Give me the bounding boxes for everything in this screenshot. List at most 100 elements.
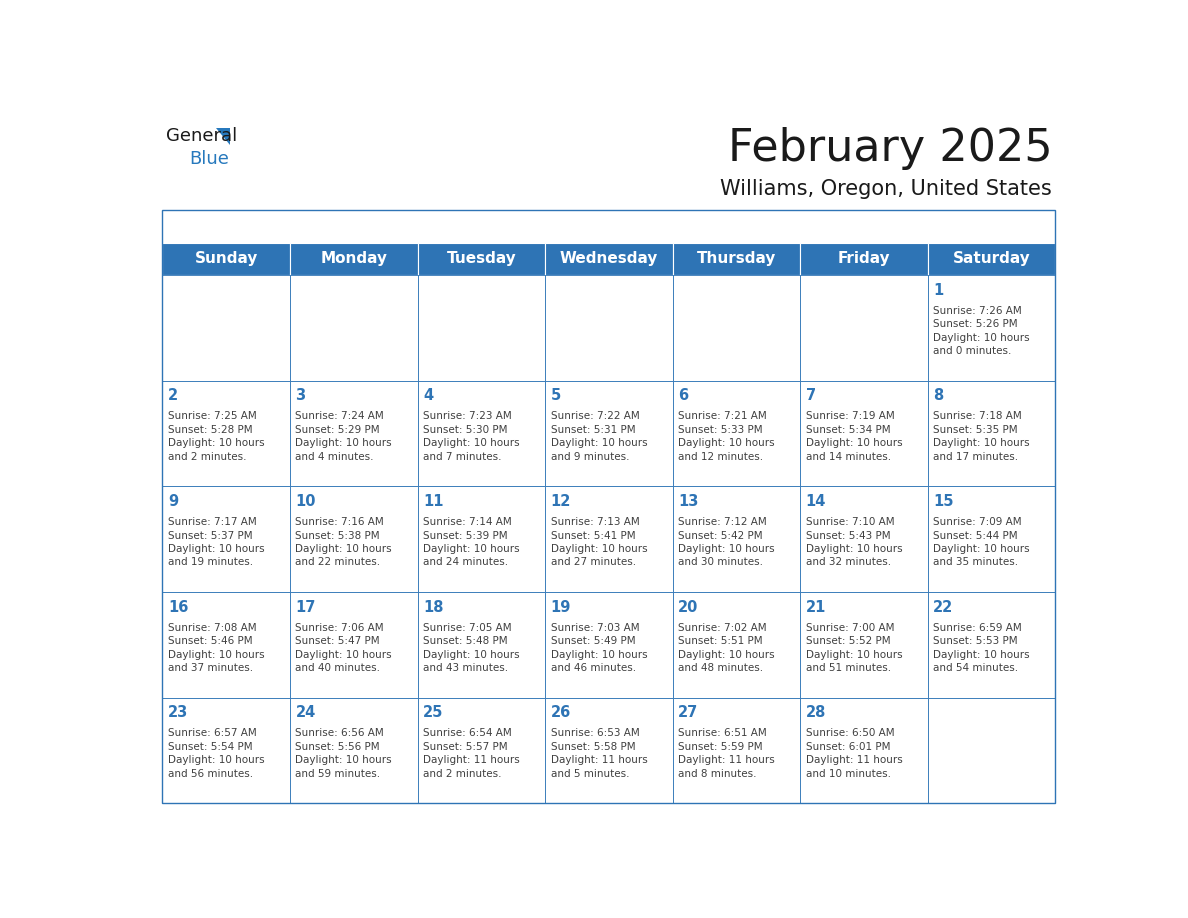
- Text: Daylight: 10 hours: Daylight: 10 hours: [933, 544, 1030, 554]
- Text: 2: 2: [168, 388, 178, 403]
- Text: and 2 minutes.: and 2 minutes.: [168, 452, 246, 462]
- Text: Sunrise: 7:22 AM: Sunrise: 7:22 AM: [550, 411, 639, 421]
- Text: Daylight: 10 hours: Daylight: 10 hours: [678, 438, 775, 448]
- Text: and 51 minutes.: and 51 minutes.: [805, 663, 891, 673]
- Bar: [290, 242, 417, 274]
- Bar: [928, 698, 1055, 803]
- Text: Sunrise: 7:05 AM: Sunrise: 7:05 AM: [423, 622, 512, 633]
- Text: 10: 10: [296, 494, 316, 509]
- Bar: [928, 242, 1055, 274]
- Bar: [545, 698, 672, 803]
- Text: Sunrise: 7:19 AM: Sunrise: 7:19 AM: [805, 411, 895, 421]
- Text: Daylight: 11 hours: Daylight: 11 hours: [423, 756, 519, 766]
- Text: Sunset: 5:47 PM: Sunset: 5:47 PM: [296, 636, 380, 646]
- Text: Sunrise: 7:23 AM: Sunrise: 7:23 AM: [423, 411, 512, 421]
- Text: Daylight: 11 hours: Daylight: 11 hours: [678, 756, 775, 766]
- Text: and 0 minutes.: and 0 minutes.: [933, 346, 1011, 356]
- Text: Friday: Friday: [838, 252, 890, 266]
- Bar: [928, 381, 1055, 487]
- Bar: [672, 698, 801, 803]
- Text: Sunset: 5:56 PM: Sunset: 5:56 PM: [296, 742, 380, 752]
- Text: Williams, Oregon, United States: Williams, Oregon, United States: [720, 179, 1053, 199]
- Text: Sunset: 5:29 PM: Sunset: 5:29 PM: [296, 425, 380, 435]
- Bar: [290, 592, 417, 698]
- Text: and 35 minutes.: and 35 minutes.: [933, 557, 1018, 567]
- Text: Daylight: 10 hours: Daylight: 10 hours: [933, 438, 1030, 448]
- Text: Wednesday: Wednesday: [560, 252, 658, 266]
- Text: 27: 27: [678, 705, 699, 721]
- Text: Blue: Blue: [189, 151, 228, 168]
- Text: Sunset: 5:39 PM: Sunset: 5:39 PM: [423, 531, 507, 541]
- Text: Sunset: 5:52 PM: Sunset: 5:52 PM: [805, 636, 890, 646]
- Bar: [672, 242, 801, 274]
- Text: 7: 7: [805, 388, 816, 403]
- Text: 13: 13: [678, 494, 699, 509]
- Text: Sunset: 5:30 PM: Sunset: 5:30 PM: [423, 425, 507, 435]
- Text: Thursday: Thursday: [696, 252, 776, 266]
- Text: and 2 minutes.: and 2 minutes.: [423, 768, 501, 778]
- Text: 1: 1: [933, 283, 943, 297]
- Text: February 2025: February 2025: [727, 127, 1053, 170]
- Text: and 43 minutes.: and 43 minutes.: [423, 663, 508, 673]
- Bar: [801, 487, 928, 592]
- Text: 28: 28: [805, 705, 826, 721]
- Text: and 8 minutes.: and 8 minutes.: [678, 768, 757, 778]
- Bar: [417, 242, 545, 274]
- Text: General: General: [165, 127, 236, 145]
- Text: Sunset: 5:43 PM: Sunset: 5:43 PM: [805, 531, 890, 541]
- Text: and 32 minutes.: and 32 minutes.: [805, 557, 891, 567]
- Bar: [417, 381, 545, 487]
- Text: Saturday: Saturday: [953, 252, 1030, 266]
- Text: 16: 16: [168, 599, 188, 614]
- Text: and 4 minutes.: and 4 minutes.: [296, 452, 374, 462]
- Text: Daylight: 10 hours: Daylight: 10 hours: [296, 650, 392, 660]
- Bar: [163, 592, 290, 698]
- Bar: [163, 210, 1055, 803]
- Text: Daylight: 10 hours: Daylight: 10 hours: [550, 650, 647, 660]
- Text: Daylight: 10 hours: Daylight: 10 hours: [423, 438, 519, 448]
- Bar: [417, 592, 545, 698]
- Text: and 5 minutes.: and 5 minutes.: [550, 768, 628, 778]
- Text: Sunset: 6:01 PM: Sunset: 6:01 PM: [805, 742, 890, 752]
- Text: Tuesday: Tuesday: [447, 252, 516, 266]
- Bar: [672, 381, 801, 487]
- Text: and 48 minutes.: and 48 minutes.: [678, 663, 763, 673]
- Text: and 7 minutes.: and 7 minutes.: [423, 452, 501, 462]
- Text: Daylight: 10 hours: Daylight: 10 hours: [168, 544, 265, 554]
- Text: 6: 6: [678, 388, 688, 403]
- Text: and 37 minutes.: and 37 minutes.: [168, 663, 253, 673]
- Text: Sunset: 5:35 PM: Sunset: 5:35 PM: [933, 425, 1018, 435]
- Bar: [163, 487, 290, 592]
- Text: Sunset: 5:53 PM: Sunset: 5:53 PM: [933, 636, 1018, 646]
- Text: Sunset: 5:37 PM: Sunset: 5:37 PM: [168, 531, 253, 541]
- Text: Sunrise: 6:54 AM: Sunrise: 6:54 AM: [423, 728, 512, 738]
- Text: Sunset: 5:41 PM: Sunset: 5:41 PM: [550, 531, 636, 541]
- Bar: [801, 592, 928, 698]
- Text: 22: 22: [933, 599, 954, 614]
- Text: and 46 minutes.: and 46 minutes.: [550, 663, 636, 673]
- Text: Sunset: 5:31 PM: Sunset: 5:31 PM: [550, 425, 636, 435]
- Text: Sunset: 5:58 PM: Sunset: 5:58 PM: [550, 742, 636, 752]
- Text: Daylight: 10 hours: Daylight: 10 hours: [805, 544, 902, 554]
- Bar: [928, 592, 1055, 698]
- Text: Daylight: 10 hours: Daylight: 10 hours: [678, 544, 775, 554]
- Text: and 59 minutes.: and 59 minutes.: [296, 768, 380, 778]
- Text: Daylight: 10 hours: Daylight: 10 hours: [296, 544, 392, 554]
- Text: Sunset: 5:46 PM: Sunset: 5:46 PM: [168, 636, 253, 646]
- Text: Sunrise: 7:00 AM: Sunrise: 7:00 AM: [805, 622, 895, 633]
- Text: Sunrise: 6:51 AM: Sunrise: 6:51 AM: [678, 728, 766, 738]
- Text: 19: 19: [550, 599, 571, 614]
- Text: and 27 minutes.: and 27 minutes.: [550, 557, 636, 567]
- Bar: [290, 487, 417, 592]
- Text: and 30 minutes.: and 30 minutes.: [678, 557, 763, 567]
- Text: Sunset: 5:51 PM: Sunset: 5:51 PM: [678, 636, 763, 646]
- Text: and 24 minutes.: and 24 minutes.: [423, 557, 508, 567]
- Bar: [672, 592, 801, 698]
- Text: 18: 18: [423, 599, 443, 614]
- Text: Sunset: 5:44 PM: Sunset: 5:44 PM: [933, 531, 1018, 541]
- Text: 23: 23: [168, 705, 188, 721]
- Bar: [801, 242, 928, 274]
- Text: 24: 24: [296, 705, 316, 721]
- Text: 12: 12: [550, 494, 571, 509]
- Text: Sunrise: 7:21 AM: Sunrise: 7:21 AM: [678, 411, 766, 421]
